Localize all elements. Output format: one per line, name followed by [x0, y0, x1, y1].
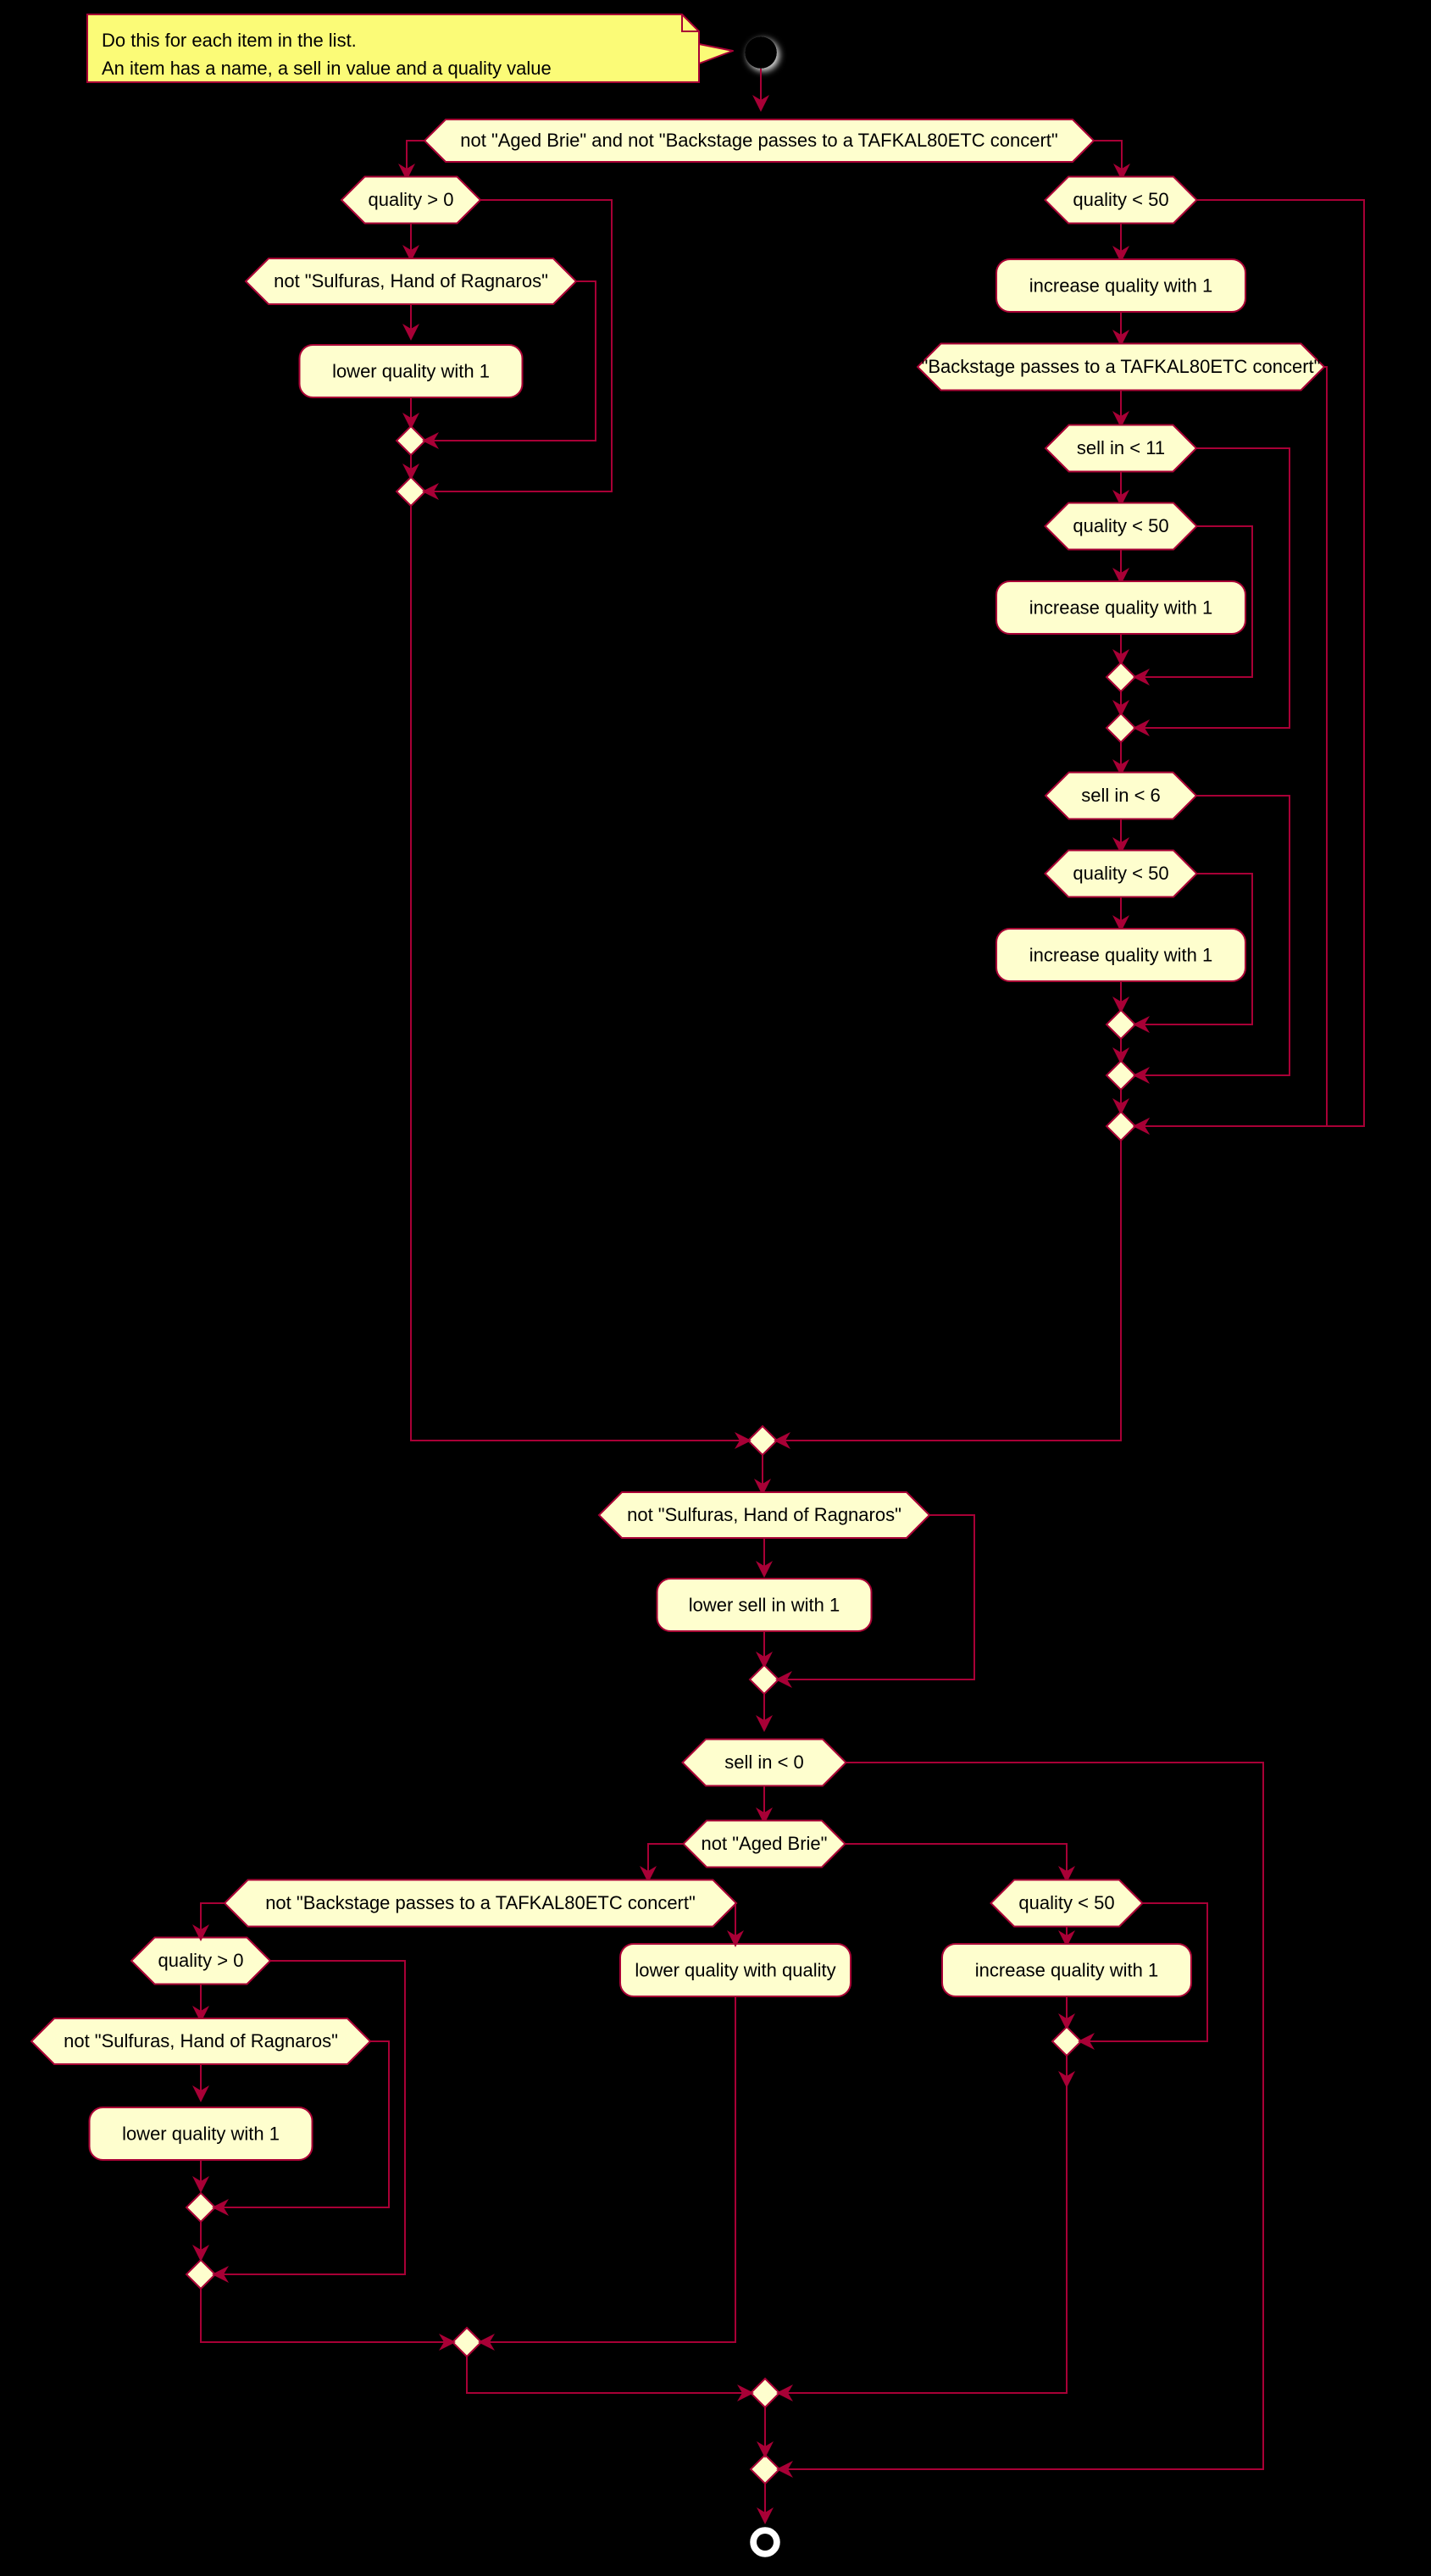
svg-text:not "Aged Brie": not "Aged Brie"	[702, 1833, 828, 1854]
svg-text:not "Sulfuras, Hand of Ragnaro: not "Sulfuras, Hand of Ragnaros"	[274, 270, 548, 291]
svg-text:"Backstage passes to a TAFKAL8: "Backstage passes to a TAFKAL80ETC conce…	[922, 356, 1321, 377]
svg-text:not "Backstage passes to a TAF: not "Backstage passes to a TAFKAL80ETC c…	[265, 1892, 696, 1913]
svg-text:quality < 50: quality < 50	[1073, 863, 1168, 884]
svg-text:not "Aged Brie" and not "Backs: not "Aged Brie" and not "Backstage passe…	[460, 130, 1057, 151]
svg-text:sell in < 0: sell in < 0	[724, 1752, 804, 1773]
svg-text:lower quality with 1: lower quality with 1	[122, 2124, 280, 2145]
svg-text:sell in < 11: sell in < 11	[1077, 437, 1165, 458]
svg-text:increase quality with 1: increase quality with 1	[1029, 597, 1212, 619]
svg-text:quality < 50: quality < 50	[1073, 189, 1168, 210]
svg-text:increase quality with 1: increase quality with 1	[1029, 945, 1212, 966]
svg-text:Do this for each item in the l: Do this for each item in the list.	[102, 30, 357, 51]
svg-text:quality > 0: quality > 0	[369, 189, 454, 210]
svg-text:quality < 50: quality < 50	[1073, 515, 1168, 536]
svg-text:quality > 0: quality > 0	[158, 1950, 244, 1971]
svg-text:not "Sulfuras, Hand of Ragnaro: not "Sulfuras, Hand of Ragnaros"	[627, 1504, 901, 1525]
svg-text:sell in < 6: sell in < 6	[1081, 785, 1161, 806]
svg-text:increase quality with 1: increase quality with 1	[1029, 275, 1212, 297]
svg-text:not "Sulfuras, Hand of Ragnaro: not "Sulfuras, Hand of Ragnaros"	[64, 2030, 338, 2051]
svg-text:quality < 50: quality < 50	[1018, 1892, 1114, 1913]
svg-text:lower sell in with 1: lower sell in with 1	[689, 1595, 840, 1616]
svg-text:lower quality with 1: lower quality with 1	[332, 361, 490, 382]
svg-text:increase quality with 1: increase quality with 1	[975, 1960, 1158, 1981]
svg-text:An item has a name, a sell in: An item has a name, a sell in value and …	[102, 58, 552, 79]
svg-text:lower quality with quality: lower quality with quality	[635, 1960, 835, 1981]
